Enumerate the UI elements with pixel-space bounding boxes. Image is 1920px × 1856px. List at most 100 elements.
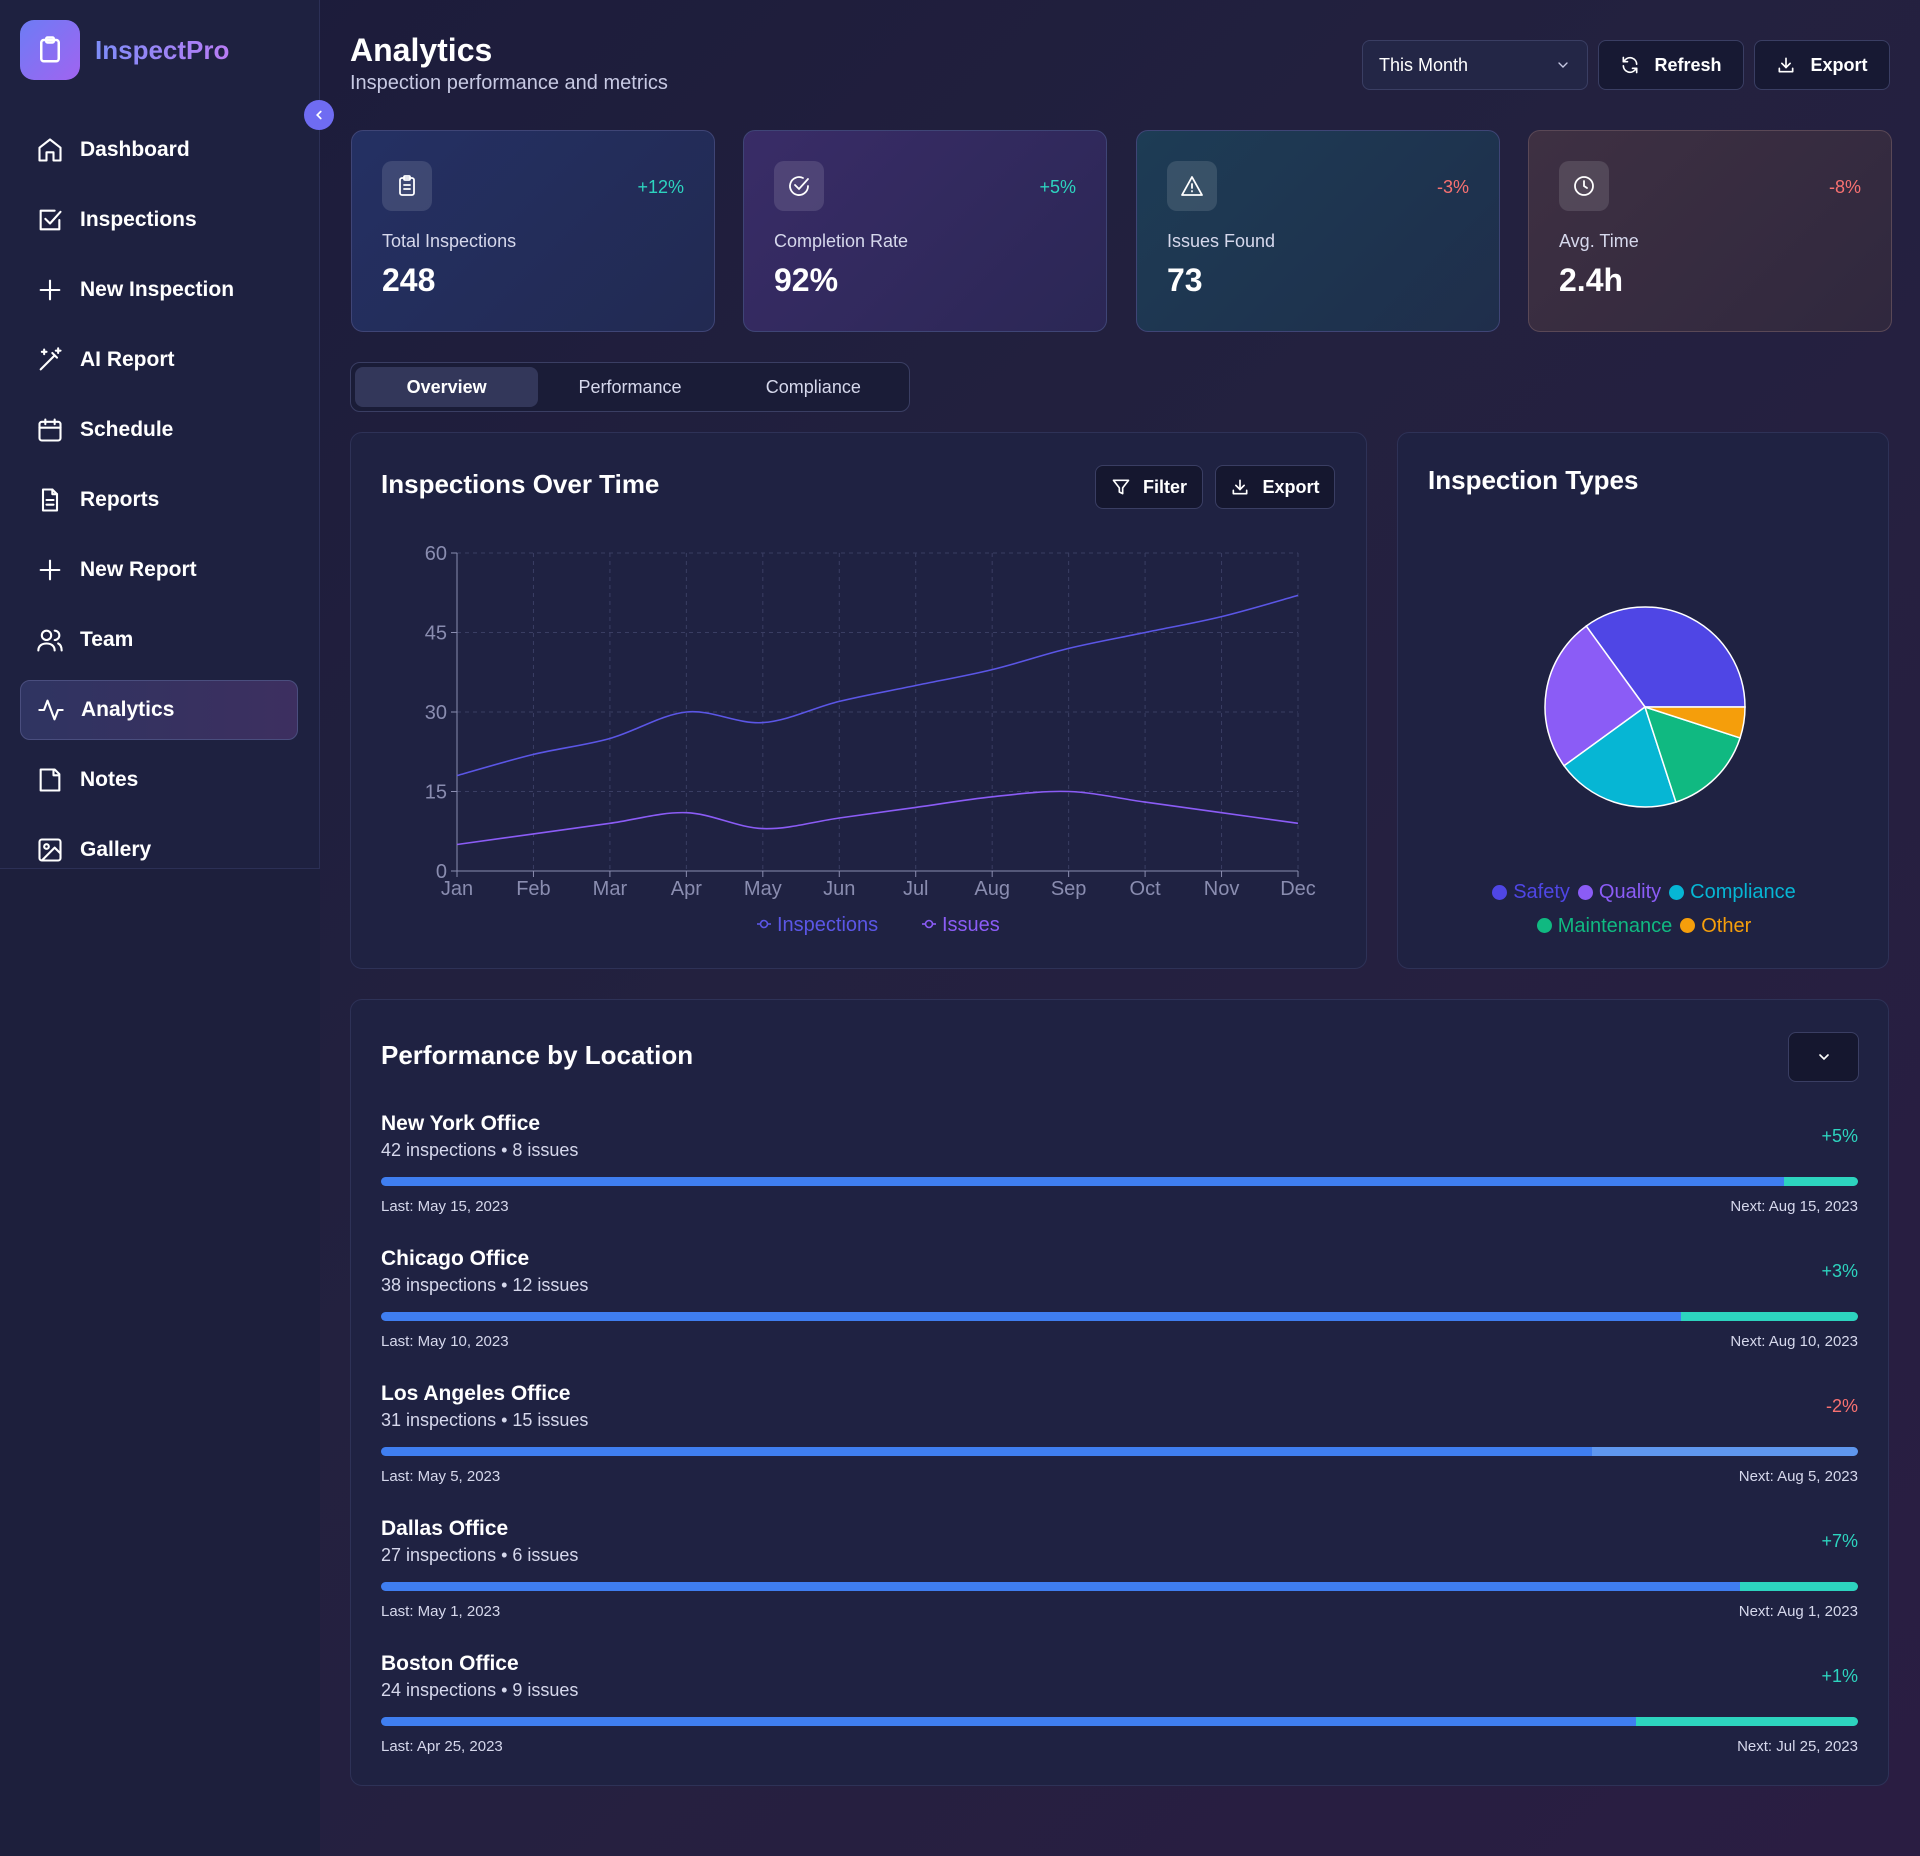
users-icon	[36, 626, 64, 654]
brand-name: InspectPro	[95, 34, 230, 65]
legend-dot	[1492, 884, 1508, 900]
tab-overview[interactable]: Overview	[355, 367, 539, 407]
pie-slice-other[interactable]	[1644, 706, 1746, 739]
sidebar-item-label: Dashboard	[80, 138, 190, 161]
pie-chart	[1544, 606, 1746, 808]
progress-fill	[381, 1447, 1593, 1456]
pie-slice-quality[interactable]	[1544, 625, 1647, 767]
brand[interactable]: InspectPro	[20, 20, 229, 80]
sidebar-item-schedule[interactable]: Schedule	[20, 400, 298, 460]
legend-label: Other	[1701, 914, 1752, 937]
sidebar-item-ai-report[interactable]: AI Report	[20, 330, 298, 390]
sidebar-item-label: New Inspection	[80, 278, 235, 301]
expand-button[interactable]	[1788, 1032, 1859, 1082]
export-button[interactable]: Export	[1754, 40, 1890, 90]
refresh-button[interactable]: Refresh	[1598, 40, 1744, 90]
inspections-over-time-panel: Inspections Over Time Filter Export 0 15 3…	[350, 432, 1367, 969]
legend-item-quality[interactable]: Quality	[1577, 877, 1661, 907]
export-label: Export	[1262, 476, 1320, 497]
legend-label: Issues	[942, 914, 1000, 936]
refresh-label: Refresh	[1654, 54, 1722, 75]
last-inspection-date: Last: Apr 25, 2023	[381, 1738, 503, 1755]
stat-card-issues-found[interactable]: -3% Issues Found 73	[1136, 130, 1500, 332]
check-circle-icon	[774, 161, 824, 211]
magic-wand-icon	[36, 346, 64, 374]
stat-label: Completion Rate	[774, 231, 909, 251]
sidebar-item-label: Gallery	[80, 838, 152, 861]
legend-item-issues[interactable]: Issues	[922, 914, 1000, 936]
pie-slice-compliance[interactable]	[1563, 705, 1677, 808]
sidebar-item-inspections[interactable]: Inspections	[20, 190, 298, 250]
panel-title: Performance by Location	[381, 1040, 694, 1070]
document-icon	[36, 486, 64, 514]
refresh-icon	[1622, 56, 1638, 74]
legend-item-inspections[interactable]: Inspections	[757, 914, 878, 936]
sidebar-item-label: Notes	[80, 768, 139, 791]
sidebar-item-reports[interactable]: Reports	[20, 470, 298, 530]
progress-fill	[381, 1312, 1681, 1321]
location-meta: 42 inspections • 8 issues	[381, 1140, 579, 1160]
stat-change: +12%	[637, 177, 684, 197]
stat-card-completion-rate[interactable]: +5% Completion Rate 92%	[743, 130, 1107, 332]
sidebar-item-team[interactable]: Team	[20, 610, 298, 670]
image-icon	[36, 836, 64, 864]
filter-label: Filter	[1142, 476, 1187, 497]
location-change: +3%	[1821, 1261, 1858, 1281]
filter-button[interactable]: Filter	[1095, 465, 1203, 509]
home-icon	[36, 136, 64, 164]
download-icon	[1232, 479, 1248, 495]
location-row[interactable]: New York Office 42 inspections • 8 issues…	[381, 1112, 1858, 1232]
checkbox-icon	[36, 206, 64, 234]
line-chart: 0 15 30 45 60 Jan Feb Mar Apr May Jun Jul Aug Sep Oct N…	[425, 543, 1316, 936]
sidebar-item-new-inspection[interactable]: New Inspection	[20, 260, 298, 320]
pie-slice-safety[interactable]	[1585, 606, 1746, 708]
sidebar-item-notes[interactable]: Notes	[20, 750, 298, 810]
panel-title: Inspections Over Time	[381, 469, 660, 499]
location-row[interactable]: Boston Office 24 inspections • 9 issues +1…	[381, 1652, 1858, 1772]
stat-value: 2.4h	[1559, 262, 1624, 298]
x-tick-label: Feb	[516, 878, 550, 900]
stat-card-total-inspections[interactable]: +12% Total Inspections 248	[351, 130, 715, 332]
x-tick-label: Sep	[1051, 878, 1087, 900]
location-progress-bar	[381, 1582, 1858, 1591]
y-tick-label: 60	[425, 543, 447, 565]
sidebar-item-dashboard[interactable]: Dashboard	[20, 120, 298, 180]
pie-legend: Safety Quality Compliance Maintenance Other	[1438, 877, 1850, 944]
sidebar-item-gallery[interactable]: Gallery	[20, 820, 298, 880]
stat-change: -3%	[1436, 177, 1469, 197]
clipboard-logo-icon	[20, 20, 80, 80]
legend-label: Safety	[1513, 881, 1570, 903]
tab-compliance[interactable]: Compliance	[765, 376, 861, 397]
sidebar-item-analytics[interactable]: Analytics	[20, 680, 298, 740]
sidebar-item-label: AI Report	[80, 348, 175, 371]
inspection-types-panel: Inspection Types Safety Quality Compliance…	[1397, 432, 1889, 969]
sidebar-item-label: New Report	[80, 558, 197, 581]
stat-card-avg-time[interactable]: -8% Avg. Time 2.4h	[1528, 130, 1892, 332]
period-select[interactable]: This Month	[1362, 40, 1588, 90]
sidebar-item-new-report[interactable]: New Report	[20, 540, 298, 600]
chart-export-button[interactable]: Export	[1215, 465, 1335, 509]
progress-fill	[381, 1582, 1740, 1591]
last-inspection-date: Last: May 1, 2023	[381, 1603, 501, 1620]
legend-item-other[interactable]: Other	[1680, 911, 1751, 941]
panel-title: Inspection Types	[1428, 465, 1639, 495]
location-progress-bar	[381, 1177, 1858, 1186]
filter-icon	[1112, 479, 1130, 495]
legend-item-compliance[interactable]: Compliance	[1669, 877, 1796, 907]
location-name: Dallas Office	[381, 1517, 509, 1540]
location-progress-bar	[381, 1447, 1858, 1456]
location-row[interactable]: Los Angeles Office 31 inspections • 15 is…	[381, 1382, 1858, 1502]
download-icon	[1778, 57, 1794, 73]
stat-label: Total Inspections	[382, 231, 517, 251]
last-inspection-date: Last: May 10, 2023	[381, 1333, 509, 1350]
tab-performance[interactable]: Performance	[578, 376, 682, 397]
chevron-down-icon	[1558, 62, 1568, 68]
collapse-sidebar-button[interactable]	[304, 100, 334, 130]
x-tick-label: Jun	[823, 878, 855, 900]
legend-item-safety[interactable]: Safety	[1492, 877, 1570, 907]
sidebar-item-label: Reports	[80, 488, 160, 511]
x-tick-label: Dec	[1280, 878, 1316, 900]
legend-item-maintenance[interactable]: Maintenance	[1536, 911, 1672, 941]
location-row[interactable]: Dallas Office 27 inspections • 6 issues +7…	[381, 1517, 1858, 1637]
location-row[interactable]: Chicago Office 38 inspections • 12 issues…	[381, 1247, 1858, 1367]
